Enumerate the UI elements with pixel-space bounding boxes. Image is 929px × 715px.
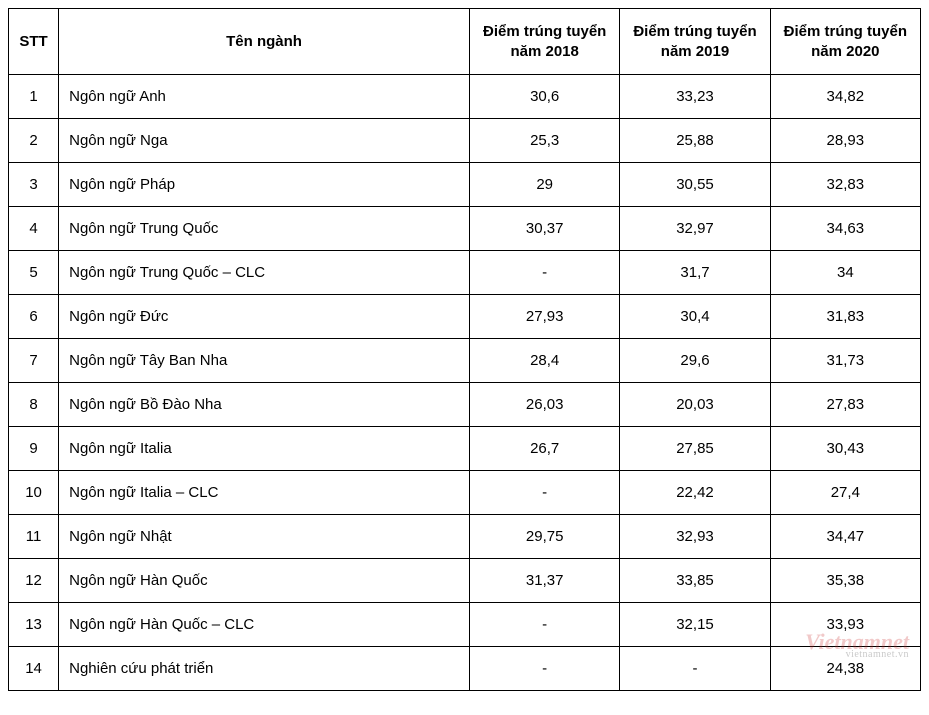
table-row: 14 Nghiên cứu phát triển - - 24,38 [9, 647, 921, 691]
cell-stt: 12 [9, 559, 59, 603]
cell-name: Ngôn ngữ Italia – CLC [59, 471, 470, 515]
table-row: 11 Ngôn ngữ Nhật 29,75 32,93 34,47 [9, 515, 921, 559]
cell-name: Ngôn ngữ Tây Ban Nha [59, 339, 470, 383]
col-header-2019: Điểm trúng tuyển năm 2019 [620, 9, 770, 75]
cell-2020: 32,83 [770, 163, 920, 207]
cell-name: Ngôn ngữ Pháp [59, 163, 470, 207]
cell-2019: 20,03 [620, 383, 770, 427]
cell-2018: - [470, 471, 620, 515]
cell-name: Ngôn ngữ Italia [59, 427, 470, 471]
cell-name: Ngôn ngữ Hàn Quốc [59, 559, 470, 603]
col-header-name: Tên ngành [59, 9, 470, 75]
cell-name: Ngôn ngữ Nga [59, 119, 470, 163]
cell-stt: 8 [9, 383, 59, 427]
cell-2019: 32,15 [620, 603, 770, 647]
col-header-2018: Điểm trúng tuyển năm 2018 [470, 9, 620, 75]
cell-2020: 24,38 [770, 647, 920, 691]
cell-2020: 28,93 [770, 119, 920, 163]
cell-stt: 14 [9, 647, 59, 691]
table-body: 1 Ngôn ngữ Anh 30,6 33,23 34,82 2 Ngôn n… [9, 75, 921, 691]
cell-2018: 26,7 [470, 427, 620, 471]
table-row: 13 Ngôn ngữ Hàn Quốc – CLC - 32,15 33,93 [9, 603, 921, 647]
table-row: 4 Ngôn ngữ Trung Quốc 30,37 32,97 34,63 [9, 207, 921, 251]
cell-name: Nghiên cứu phát triển [59, 647, 470, 691]
table-row: 10 Ngôn ngữ Italia – CLC - 22,42 27,4 [9, 471, 921, 515]
cell-2018: 27,93 [470, 295, 620, 339]
col-header-2020: Điểm trúng tuyển năm 2020 [770, 9, 920, 75]
cell-2019: 22,42 [620, 471, 770, 515]
cell-stt: 4 [9, 207, 59, 251]
cell-2018: 26,03 [470, 383, 620, 427]
cell-2020: 34,82 [770, 75, 920, 119]
cell-2020: 30,43 [770, 427, 920, 471]
table-row: 3 Ngôn ngữ Pháp 29 30,55 32,83 [9, 163, 921, 207]
cell-name: Ngôn ngữ Trung Quốc [59, 207, 470, 251]
cell-2020: 31,83 [770, 295, 920, 339]
cell-name: Ngôn ngữ Nhật [59, 515, 470, 559]
cell-2020: 34,47 [770, 515, 920, 559]
cell-stt: 11 [9, 515, 59, 559]
cell-2018: 29 [470, 163, 620, 207]
cell-2019: 33,23 [620, 75, 770, 119]
table-row: 7 Ngôn ngữ Tây Ban Nha 28,4 29,6 31,73 [9, 339, 921, 383]
cell-2018: 25,3 [470, 119, 620, 163]
admission-scores-table: STT Tên ngành Điểm trúng tuyển năm 2018 … [8, 8, 921, 691]
table-row: 5 Ngôn ngữ Trung Quốc – CLC - 31,7 34 [9, 251, 921, 295]
table-row: 2 Ngôn ngữ Nga 25,3 25,88 28,93 [9, 119, 921, 163]
cell-2020: 34,63 [770, 207, 920, 251]
cell-stt: 10 [9, 471, 59, 515]
cell-2018: 28,4 [470, 339, 620, 383]
cell-2019: 32,97 [620, 207, 770, 251]
cell-2019: 27,85 [620, 427, 770, 471]
cell-2018: 30,6 [470, 75, 620, 119]
cell-2019: 30,55 [620, 163, 770, 207]
cell-2018: 30,37 [470, 207, 620, 251]
cell-stt: 9 [9, 427, 59, 471]
cell-name: Ngôn ngữ Đức [59, 295, 470, 339]
cell-stt: 6 [9, 295, 59, 339]
cell-2020: 27,4 [770, 471, 920, 515]
cell-name: Ngôn ngữ Bồ Đào Nha [59, 383, 470, 427]
table-header-row: STT Tên ngành Điểm trúng tuyển năm 2018 … [9, 9, 921, 75]
cell-2019: 33,85 [620, 559, 770, 603]
cell-2019: 31,7 [620, 251, 770, 295]
cell-2020: 33,93 [770, 603, 920, 647]
cell-2019: 29,6 [620, 339, 770, 383]
cell-2019: 32,93 [620, 515, 770, 559]
col-header-stt: STT [9, 9, 59, 75]
cell-stt: 5 [9, 251, 59, 295]
cell-2020: 31,73 [770, 339, 920, 383]
cell-2019: 25,88 [620, 119, 770, 163]
cell-2019: - [620, 647, 770, 691]
cell-2020: 35,38 [770, 559, 920, 603]
cell-name: Ngôn ngữ Anh [59, 75, 470, 119]
table-row: 9 Ngôn ngữ Italia 26,7 27,85 30,43 [9, 427, 921, 471]
table-row: 1 Ngôn ngữ Anh 30,6 33,23 34,82 [9, 75, 921, 119]
cell-stt: 2 [9, 119, 59, 163]
cell-2018: 31,37 [470, 559, 620, 603]
cell-2018: - [470, 647, 620, 691]
cell-2018: - [470, 603, 620, 647]
cell-2018: - [470, 251, 620, 295]
cell-2020: 34 [770, 251, 920, 295]
table-row: 8 Ngôn ngữ Bồ Đào Nha 26,03 20,03 27,83 [9, 383, 921, 427]
cell-stt: 7 [9, 339, 59, 383]
cell-2019: 30,4 [620, 295, 770, 339]
cell-stt: 13 [9, 603, 59, 647]
cell-name: Ngôn ngữ Trung Quốc – CLC [59, 251, 470, 295]
cell-name: Ngôn ngữ Hàn Quốc – CLC [59, 603, 470, 647]
table-row: 6 Ngôn ngữ Đức 27,93 30,4 31,83 [9, 295, 921, 339]
cell-2018: 29,75 [470, 515, 620, 559]
cell-stt: 1 [9, 75, 59, 119]
cell-stt: 3 [9, 163, 59, 207]
cell-2020: 27,83 [770, 383, 920, 427]
table-row: 12 Ngôn ngữ Hàn Quốc 31,37 33,85 35,38 [9, 559, 921, 603]
